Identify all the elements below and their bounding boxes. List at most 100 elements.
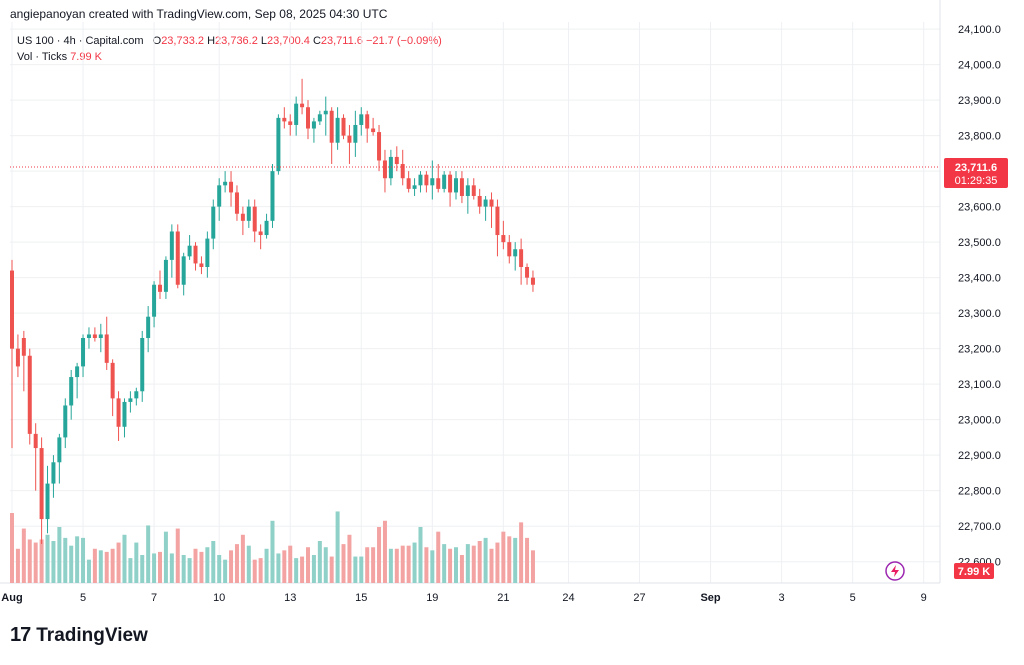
symbol-label[interactable]: US 100 · 4h · Capital.com [17, 35, 144, 47]
candle [448, 171, 453, 207]
price-tick-label: 22,900.0 [958, 450, 1001, 462]
time-tick-label: 27 [633, 592, 645, 604]
volume-badge-bg [954, 563, 994, 579]
candle [205, 231, 210, 278]
volume-bar [501, 531, 506, 583]
time-tick-label: 9 [921, 592, 927, 604]
candle-body [86, 334, 91, 339]
close-value: 23,711.6 [320, 35, 363, 47]
volume-bar [169, 553, 174, 583]
candle [276, 114, 281, 175]
open-value: 23,733.2 [161, 35, 205, 47]
candle-body [388, 156, 393, 179]
price-tick-label: 23,200.0 [958, 344, 1001, 356]
volume-bar [240, 534, 245, 583]
time-tick-label: 19 [426, 592, 438, 604]
volume-bar [276, 553, 281, 583]
candle-body [75, 366, 80, 378]
volume-bar [57, 527, 62, 583]
candle-body [436, 178, 441, 189]
candle [229, 171, 234, 207]
volume-bar [45, 534, 50, 583]
candle-body [134, 391, 139, 399]
time-tick-label: 3 [779, 592, 785, 604]
volume-bar [459, 555, 464, 583]
volume-bar [483, 537, 488, 583]
volume-bar [418, 527, 423, 583]
candle-body [448, 174, 453, 193]
candle [412, 178, 417, 196]
volume-bar [128, 558, 133, 583]
candle [323, 96, 328, 136]
candle-body [98, 334, 103, 339]
volume-bar [465, 544, 470, 583]
volume-bar [530, 550, 535, 583]
volume-bar [311, 555, 316, 583]
price-tick-label: 23,900.0 [958, 95, 1001, 107]
candle [81, 334, 86, 378]
candle [454, 171, 458, 200]
candle [258, 224, 263, 250]
candle [69, 369, 74, 420]
candle-body [507, 242, 512, 257]
candle-body [81, 338, 86, 367]
volume-bar [347, 534, 352, 583]
volume-bar [335, 511, 340, 583]
price-axis-labels: 24,100.024,000.023,900.023,800.023,700.0… [958, 24, 1001, 569]
candle [489, 192, 494, 228]
lightning-icon[interactable] [885, 561, 905, 581]
candle-body [158, 284, 162, 292]
candle [430, 160, 435, 200]
tradingview-footer: 17 TradingView [10, 624, 148, 647]
volume-bar [110, 548, 115, 583]
volume-bar [193, 548, 198, 583]
volume-bar [217, 555, 222, 583]
tradingview-brand: TradingView [36, 624, 148, 646]
candle-body [229, 181, 234, 193]
candle [347, 124, 352, 165]
time-tick-label: 24 [562, 592, 574, 604]
volume-bar [158, 551, 162, 583]
volume-bar [430, 550, 435, 583]
volume-bar [388, 548, 393, 583]
candle-body [465, 185, 470, 196]
candle [122, 398, 127, 438]
candle-body [21, 338, 26, 356]
volume-bar [300, 556, 305, 583]
candle-body [51, 462, 56, 484]
candle [51, 455, 56, 498]
volume-bar [98, 550, 103, 583]
candle [519, 238, 524, 285]
volume-bar [353, 556, 358, 583]
candle [406, 171, 411, 193]
volume-bars [10, 511, 535, 583]
volume-bar [27, 539, 32, 583]
candle-body [223, 181, 228, 186]
candle [240, 206, 245, 236]
close-label: C [312, 35, 321, 47]
candle-body [69, 377, 74, 406]
volume-bar [122, 534, 127, 583]
candle [530, 270, 535, 292]
volume-bar [116, 542, 121, 583]
candle-body [483, 199, 488, 207]
volume-bar [454, 547, 458, 583]
time-tick-label: 5 [850, 592, 856, 604]
candle-body [495, 206, 500, 236]
legend-ohlc-row: US 100 · 4h · Capital.com O23,733.2 H23,… [17, 33, 442, 49]
candle-body [45, 483, 50, 520]
volume-bar [400, 545, 405, 583]
candle [146, 306, 151, 353]
candle-body [258, 231, 263, 236]
volume-label[interactable]: Vol · Ticks [17, 51, 68, 63]
candle-body [329, 110, 334, 143]
candle [317, 110, 322, 125]
price-chart[interactable]: 24,100.024,000.023,900.023,800.023,700.0… [0, 0, 1024, 610]
candle-body [270, 171, 275, 221]
candle [252, 199, 257, 243]
open-label: O [152, 35, 162, 47]
price-tick-label: 23,100.0 [958, 379, 1001, 391]
candle-body [211, 206, 216, 239]
candle [525, 263, 530, 285]
volume-bar [51, 541, 56, 583]
